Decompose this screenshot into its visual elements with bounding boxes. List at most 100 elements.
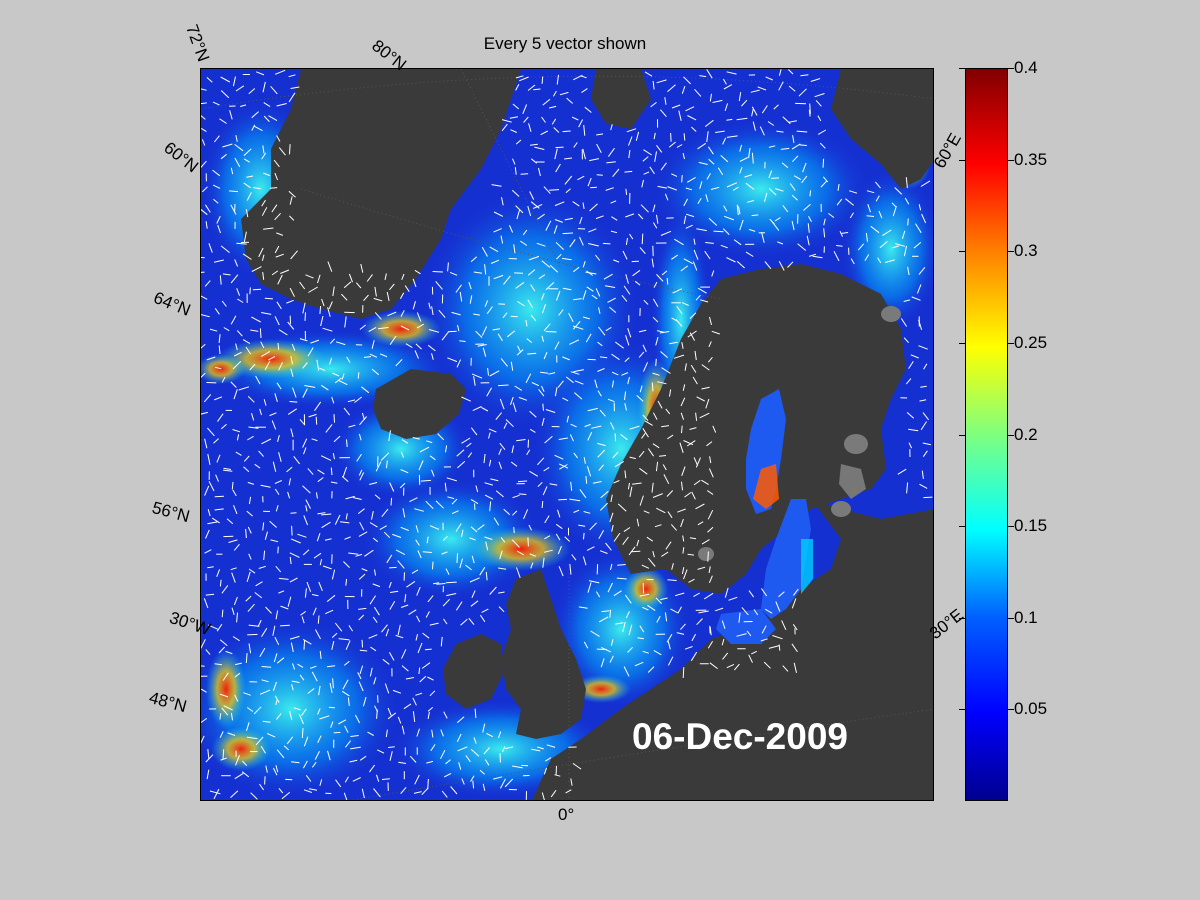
current-vector: [597, 368, 605, 372]
current-vector: [328, 706, 335, 709]
current-vector: [321, 513, 332, 516]
current-vector: [693, 249, 699, 260]
current-vector: [738, 612, 741, 623]
current-vector: [559, 464, 568, 470]
current-vector: [274, 69, 286, 75]
current-vector: [214, 366, 222, 370]
current-vector: [246, 707, 254, 712]
current-vector: [573, 452, 578, 459]
current-vector: [287, 321, 295, 330]
current-vector: [579, 236, 584, 246]
current-vector: [225, 650, 233, 655]
current-vector: [322, 565, 332, 570]
current-vector: [201, 186, 208, 193]
current-vector: [647, 666, 655, 673]
current-vector: [427, 344, 436, 352]
current-vector: [234, 144, 244, 152]
current-vector: [276, 749, 285, 759]
current-vector: [455, 601, 463, 611]
current-vector: [246, 571, 251, 583]
current-vector: [594, 379, 598, 389]
current-vector: [214, 663, 222, 666]
current-vector: [261, 312, 272, 315]
current-vector: [201, 208, 208, 216]
current-vector: [269, 412, 277, 417]
colorbar-tick: [959, 709, 965, 711]
current-vector: [253, 706, 262, 715]
current-vector: [660, 230, 672, 236]
current-vector: [271, 420, 277, 430]
current-vector: [771, 221, 780, 231]
current-vector: [760, 588, 768, 597]
current-vector: [287, 596, 292, 607]
current-vector: [319, 305, 322, 314]
current-vector: [686, 176, 696, 183]
current-vector: [274, 316, 280, 326]
current-vector: [596, 143, 602, 154]
current-vector: [527, 352, 537, 355]
current-vector: [508, 224, 514, 233]
current-vector: [739, 219, 744, 231]
current-vector: [522, 229, 528, 236]
current-vector: [823, 218, 826, 226]
current-vector: [368, 634, 378, 639]
current-vector: [747, 200, 755, 203]
current-vector: [315, 416, 318, 425]
current-vector: [622, 621, 626, 633]
current-vector: [530, 314, 537, 322]
current-vector: [628, 136, 633, 146]
current-vector: [246, 510, 253, 517]
current-vector: [738, 206, 741, 215]
current-vector: [341, 690, 350, 697]
current-vector: [359, 755, 367, 761]
current-vector: [800, 74, 809, 77]
current-vector: [529, 143, 538, 146]
current-vector: [641, 564, 650, 569]
current-vector: [208, 243, 213, 253]
current-vector: [605, 187, 614, 191]
current-vector: [583, 511, 591, 514]
current-vector: [242, 253, 252, 260]
current-vector: [344, 725, 349, 733]
colorbar-tick: [959, 434, 965, 436]
colorbar-tick: [959, 526, 965, 528]
current-vector: [671, 173, 678, 177]
current-vector: [216, 454, 221, 463]
current-vector: [572, 320, 581, 330]
current-vector: [347, 399, 356, 403]
current-vector: [709, 662, 718, 669]
current-vector: [683, 440, 694, 446]
current-vector: [652, 412, 658, 420]
current-vector: [252, 288, 262, 291]
current-vector: [201, 295, 208, 300]
current-vector: [221, 707, 229, 716]
current-vector: [330, 721, 334, 728]
current-vector: [484, 536, 493, 540]
current-vector: [582, 202, 585, 209]
current-vector: [648, 557, 656, 567]
current-vector: [636, 539, 640, 547]
current-vector: [687, 330, 697, 338]
current-vector: [584, 106, 592, 113]
current-vector: [293, 455, 300, 465]
current-vector: [220, 153, 227, 160]
current-vector: [707, 356, 713, 363]
current-vector: [696, 228, 707, 232]
current-vector: [510, 361, 514, 371]
current-vector: [587, 177, 592, 187]
current-vector: [248, 426, 259, 429]
current-vector: [627, 482, 630, 490]
current-vector: [661, 551, 669, 557]
current-vector: [653, 281, 658, 288]
current-vector: [328, 301, 333, 310]
colorbar-tick: [959, 68, 965, 69]
current-vector: [230, 567, 237, 571]
current-vector: [363, 356, 372, 358]
current-vector: [554, 387, 558, 397]
current-vector: [230, 204, 237, 215]
current-vector: [537, 481, 543, 487]
current-vector: [681, 466, 686, 476]
current-vector: [768, 145, 776, 148]
current-vector: [707, 490, 714, 495]
current-vector: [538, 274, 546, 280]
